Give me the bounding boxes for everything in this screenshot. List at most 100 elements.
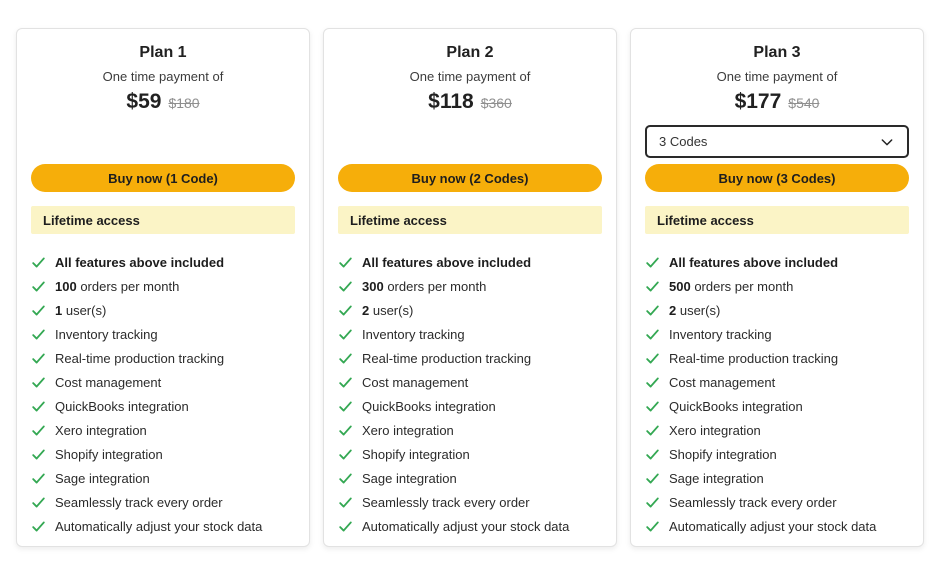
check-icon <box>338 495 353 510</box>
feature-text: 100 orders per month <box>55 278 180 294</box>
feature-list: All features above included 100 orders p… <box>31 250 295 538</box>
feature-text: 2 user(s) <box>362 302 414 318</box>
check-icon <box>338 519 353 534</box>
check-icon <box>31 375 46 390</box>
feature-item: Cost management <box>31 370 295 394</box>
feature-text: Seamlessly track every order <box>669 494 837 510</box>
check-icon <box>338 471 353 486</box>
feature-item: 1 user(s) <box>31 298 295 322</box>
check-icon <box>338 351 353 366</box>
price-row: $59 $180 <box>31 89 295 117</box>
check-icon <box>645 375 660 390</box>
feature-text: Shopify integration <box>669 446 777 462</box>
feature-item: Seamlessly track every order <box>31 490 295 514</box>
feature-text: Xero integration <box>55 422 147 438</box>
feature-item: Automatically adjust your stock data <box>31 514 295 538</box>
check-icon <box>645 279 660 294</box>
feature-item: Real-time production tracking <box>31 346 295 370</box>
check-icon <box>645 255 660 270</box>
feature-item: 300 orders per month <box>338 274 602 298</box>
buy-now-button[interactable]: Buy now (1 Code) <box>31 164 295 192</box>
lifetime-access-banner: Lifetime access <box>338 206 602 234</box>
check-icon <box>645 471 660 486</box>
buy-now-button[interactable]: Buy now (3 Codes) <box>645 164 909 192</box>
lifetime-access-banner: Lifetime access <box>645 206 909 234</box>
plan-title: Plan 3 <box>753 44 801 61</box>
feature-item: Inventory tracking <box>31 322 295 346</box>
check-icon <box>645 303 660 318</box>
feature-text: Real-time production tracking <box>55 350 225 366</box>
feature-item: Sage integration <box>338 466 602 490</box>
feature-item: All features above included <box>645 250 909 274</box>
check-icon <box>338 303 353 318</box>
check-icon <box>31 423 46 438</box>
original-price: $180 <box>168 95 200 111</box>
price: $177 <box>734 90 782 113</box>
feature-text: 300 orders per month <box>362 278 487 294</box>
feature-text: Cost management <box>669 374 776 390</box>
check-icon <box>338 399 353 414</box>
feature-item: 100 orders per month <box>31 274 295 298</box>
plan-header: Plan 1 One time payment of $59 $180 <box>31 43 295 164</box>
payment-label: One time payment of <box>102 69 224 84</box>
check-icon <box>31 471 46 486</box>
feature-text: Xero integration <box>362 422 454 438</box>
feature-text: Automatically adjust your stock data <box>55 518 263 534</box>
feature-text: Seamlessly track every order <box>55 494 223 510</box>
feature-item: Cost management <box>338 370 602 394</box>
feature-item: Automatically adjust your stock data <box>645 514 909 538</box>
check-icon <box>338 279 353 294</box>
feature-text: Shopify integration <box>55 446 163 462</box>
feature-text: Real-time production tracking <box>362 350 532 366</box>
feature-text: Shopify integration <box>362 446 470 462</box>
feature-text: 500 orders per month <box>669 278 794 294</box>
payment-label: One time payment of <box>409 69 531 84</box>
feature-text: Inventory tracking <box>669 326 772 342</box>
feature-item: Shopify integration <box>338 442 602 466</box>
feature-item: Inventory tracking <box>645 322 909 346</box>
check-icon <box>645 399 660 414</box>
feature-item: Automatically adjust your stock data <box>338 514 602 538</box>
check-icon <box>31 327 46 342</box>
feature-text: QuickBooks integration <box>669 398 803 414</box>
feature-text: Automatically adjust your stock data <box>362 518 570 534</box>
plan-header: Plan 2 One time payment of $118 $360 <box>338 43 602 164</box>
check-icon <box>338 255 353 270</box>
buy-now-button[interactable]: Buy now (2 Codes) <box>338 164 602 192</box>
feature-text: 2 user(s) <box>669 302 721 318</box>
check-icon <box>645 519 660 534</box>
feature-item: QuickBooks integration <box>338 394 602 418</box>
feature-item: 2 user(s) <box>338 298 602 322</box>
plan-card-1: Plan 1 One time payment of $59 $180 Buy n… <box>16 28 310 547</box>
feature-text: Inventory tracking <box>362 326 465 342</box>
check-icon <box>338 327 353 342</box>
plan-header: Plan 3 One time payment of $177 $540 3 Co… <box>645 43 909 164</box>
plan-card-2: Plan 2 One time payment of $118 $360 Buy … <box>323 28 617 547</box>
price: $118 <box>428 90 474 113</box>
feature-item: Inventory tracking <box>338 322 602 346</box>
check-icon <box>31 279 46 294</box>
check-icon <box>338 423 353 438</box>
feature-text: 1 user(s) <box>55 302 107 318</box>
feature-text: All features above included <box>362 254 532 270</box>
feature-item: Sage integration <box>31 466 295 490</box>
feature-item: Xero integration <box>645 418 909 442</box>
feature-text: Sage integration <box>55 470 150 486</box>
feature-item: Real-time production tracking <box>645 346 909 370</box>
codes-select[interactable]: 3 Codes <box>645 125 909 158</box>
feature-item: Cost management <box>645 370 909 394</box>
check-icon <box>645 495 660 510</box>
feature-text: Inventory tracking <box>55 326 158 342</box>
check-icon <box>338 375 353 390</box>
feature-text: Cost management <box>362 374 469 390</box>
feature-text: Xero integration <box>669 422 761 438</box>
feature-item: Seamlessly track every order <box>338 490 602 514</box>
feature-text: Automatically adjust your stock data <box>669 518 877 534</box>
feature-item: All features above included <box>338 250 602 274</box>
feature-text: Seamlessly track every order <box>362 494 530 510</box>
feature-text: QuickBooks integration <box>362 398 496 414</box>
feature-text: All features above included <box>55 254 225 270</box>
check-icon <box>645 447 660 462</box>
feature-item: QuickBooks integration <box>645 394 909 418</box>
plan-title: Plan 1 <box>139 44 187 61</box>
